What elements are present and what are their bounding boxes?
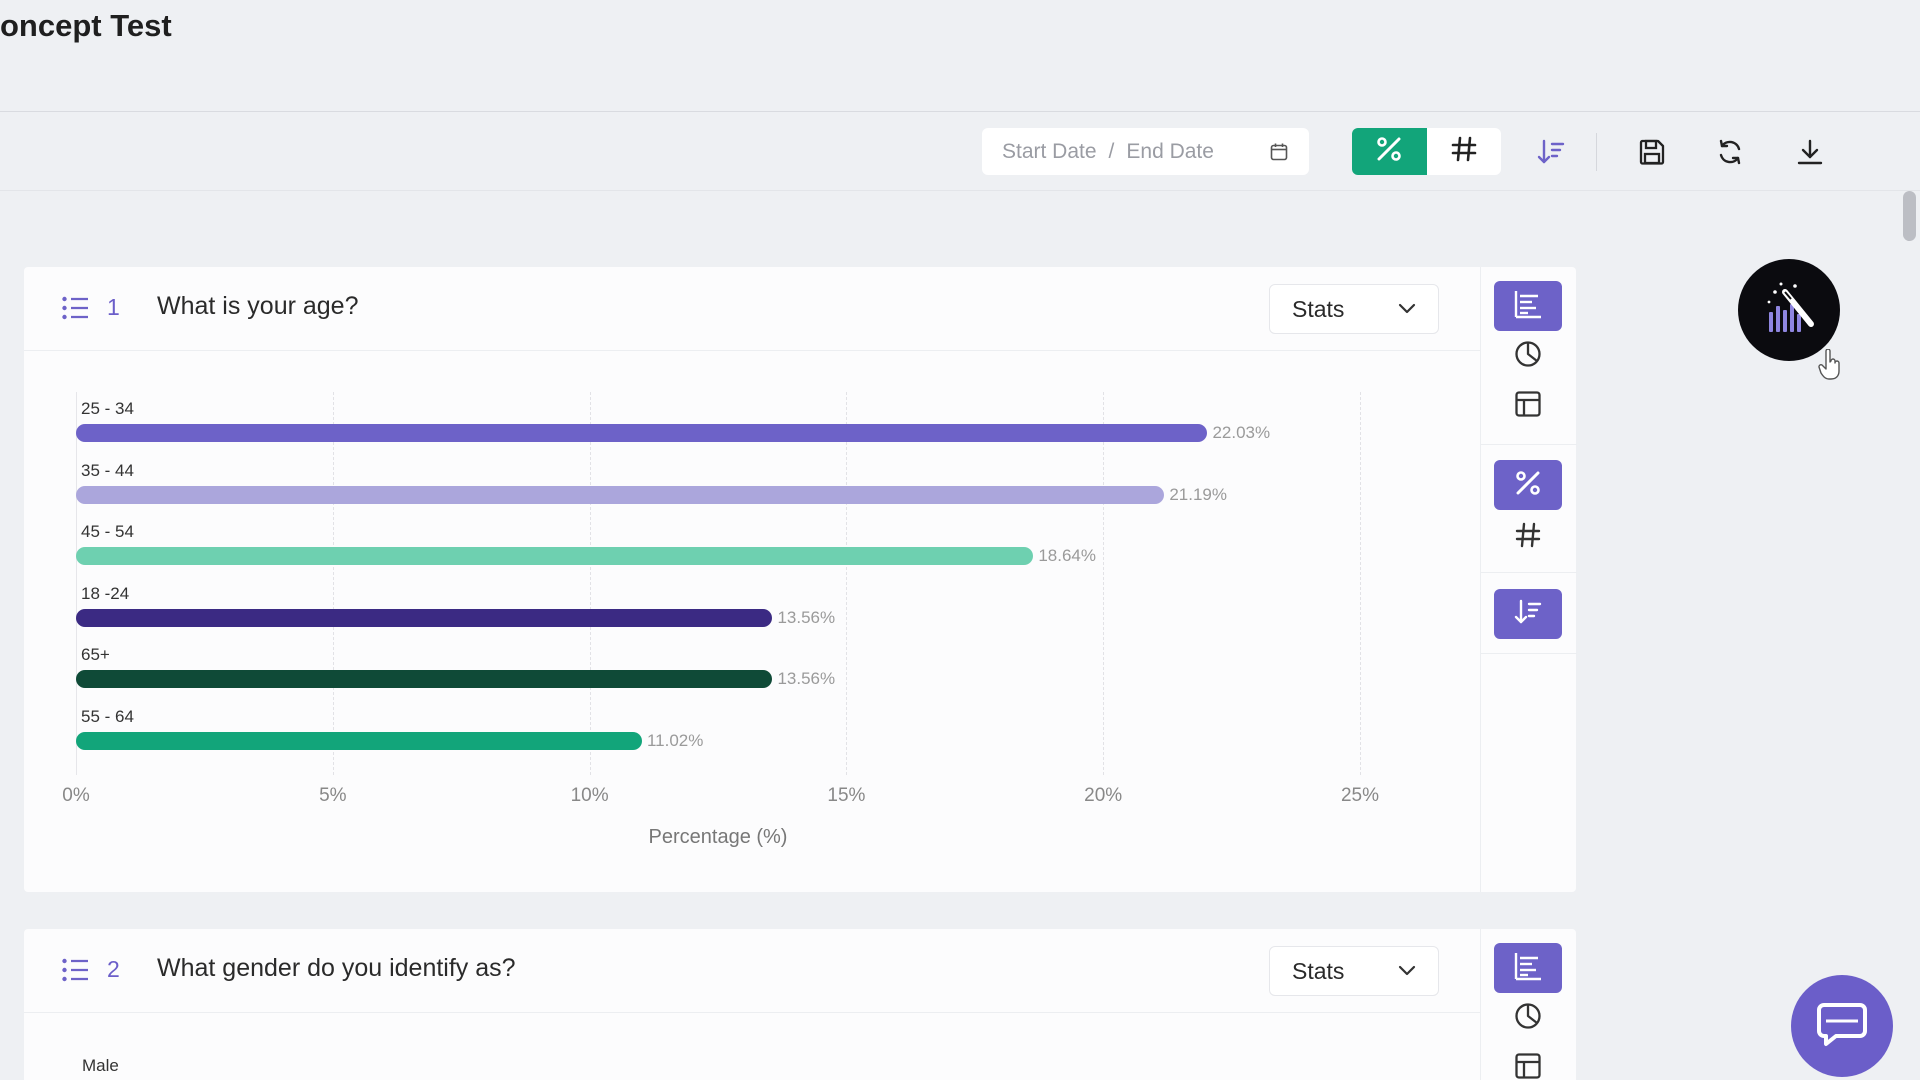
percent-mode-button[interactable] [1352, 128, 1427, 175]
question-text: What gender do you identify as? [157, 954, 516, 982]
bar[interactable] [76, 424, 1208, 442]
question-card-main: 1 What is your age? Stats 25 - 34 22.03% 3… [24, 267, 1480, 892]
bar-chart-icon [1512, 950, 1544, 987]
value-label: 13.56% [777, 669, 836, 688]
category-label: 55 - 64 [81, 706, 134, 726]
save-icon[interactable] [1628, 128, 1675, 175]
title-divider [0, 111, 1920, 112]
chevron-down-icon [1398, 303, 1416, 315]
scrollbar-thumb[interactable] [1903, 191, 1916, 241]
panel-divider [1481, 444, 1577, 445]
panel-divider [1481, 653, 1577, 654]
grid-line [1103, 392, 1105, 775]
calendar-icon[interactable] [1269, 142, 1289, 162]
panel-divider [1481, 572, 1577, 573]
bar-chart-button[interactable] [1494, 281, 1562, 331]
x-axis-baseline [76, 392, 77, 775]
value-label: 18.64% [1038, 546, 1097, 565]
view-select-value: Stats [1292, 957, 1345, 984]
bar[interactable] [76, 670, 773, 688]
x-tick-label: 0% [62, 785, 90, 806]
date-separator: / [1108, 139, 1115, 163]
table-icon [1513, 389, 1543, 424]
question-header: 2 What gender do you identify as? Stats [24, 929, 1480, 1013]
question-number: 1 [107, 294, 120, 320]
start-date-placeholder[interactable]: Start Date [1002, 139, 1097, 163]
table-icon [1513, 1051, 1543, 1080]
date-range-picker[interactable]: Start Date / End Date [982, 128, 1309, 175]
value-label: 21.19% [1169, 484, 1227, 504]
pie-chart-button[interactable] [1494, 331, 1562, 381]
category-label: Male [82, 1056, 119, 1075]
chart-options-panel [1480, 929, 1576, 1080]
question-card-2: 2 What gender do you identify as? Stats … [24, 929, 1576, 1080]
ai-chart-assistant-button[interactable] [1738, 259, 1840, 361]
count-mode-button[interactable] [1427, 128, 1502, 175]
category-label: 65+ [81, 645, 110, 664]
value-label: 13.56% [777, 607, 836, 627]
pie-chart-button[interactable] [1494, 993, 1562, 1043]
question-list-icon [61, 295, 89, 326]
pie-chart-icon [1513, 1001, 1543, 1036]
view-select-value: Stats [1292, 295, 1345, 322]
table-view-button[interactable] [1494, 1043, 1562, 1080]
grid-line [589, 392, 591, 775]
view-select[interactable]: Stats [1269, 946, 1439, 996]
x-tick-label: 5% [319, 785, 347, 806]
percent-icon [1513, 468, 1543, 503]
question-card-1: 1 What is your age? Stats 25 - 34 22.03% 3… [24, 267, 1577, 892]
question-number: 2 [107, 956, 120, 982]
table-view-button[interactable] [1494, 381, 1562, 431]
count-display-button[interactable] [1494, 512, 1562, 562]
refresh-icon[interactable] [1706, 128, 1753, 175]
chart-options-panel [1480, 267, 1577, 892]
display-mode-toggle[interactable] [1352, 128, 1501, 175]
download-icon[interactable] [1786, 128, 1833, 175]
bar[interactable] [76, 547, 1034, 565]
hash-icon [1514, 521, 1542, 554]
value-label: 22.03% [1212, 423, 1271, 442]
x-tick-label: 25% [1340, 785, 1380, 806]
question-header: 1 What is your age? Stats [24, 267, 1480, 351]
grid-line [332, 392, 334, 775]
bar[interactable] [76, 485, 1165, 504]
percent-display-button[interactable] [1494, 460, 1562, 510]
grid-line [846, 392, 848, 775]
chat-support-button[interactable] [1791, 975, 1893, 1077]
view-select[interactable]: Stats [1269, 284, 1439, 334]
percent-icon [1374, 134, 1404, 169]
sort-button[interactable] [1494, 589, 1562, 639]
question-card-main: 2 What gender do you identify as? Stats … [24, 929, 1480, 1080]
hash-icon [1450, 135, 1478, 168]
category-label: 18 -24 [81, 583, 130, 603]
x-tick-label: 20% [1084, 785, 1123, 806]
x-tick-label: 15% [827, 785, 866, 806]
toolbar-divider [1596, 133, 1597, 171]
category-label: 25 - 34 [81, 399, 134, 418]
x-axis-title: Percentage (%) [648, 826, 788, 848]
toolbar-divider-line [0, 190, 1920, 191]
page-title: oncept Test [0, 8, 172, 43]
hand-cursor-icon [1818, 348, 1842, 386]
bar[interactable] [76, 608, 773, 627]
bar[interactable] [76, 731, 642, 750]
chevron-down-icon [1398, 965, 1416, 977]
question-text: What is your age? [157, 292, 359, 320]
grid-line [1360, 392, 1361, 775]
magic-wand-chart-icon [1755, 274, 1823, 347]
sort-desc-icon[interactable] [1527, 128, 1574, 175]
bar-chart-icon [1512, 288, 1544, 325]
chat-icon [1816, 999, 1868, 1054]
category-label: 35 - 44 [81, 460, 134, 480]
pie-chart-icon [1513, 339, 1543, 374]
value-label: 11.02% [646, 730, 704, 750]
category-label: 45 - 54 [81, 522, 134, 541]
x-tick-label: 10% [570, 785, 609, 806]
end-date-placeholder[interactable]: End Date [1126, 139, 1214, 163]
bar-chart-button[interactable] [1494, 943, 1562, 993]
question-list-icon [61, 957, 89, 988]
sort-desc-icon [1513, 597, 1543, 632]
